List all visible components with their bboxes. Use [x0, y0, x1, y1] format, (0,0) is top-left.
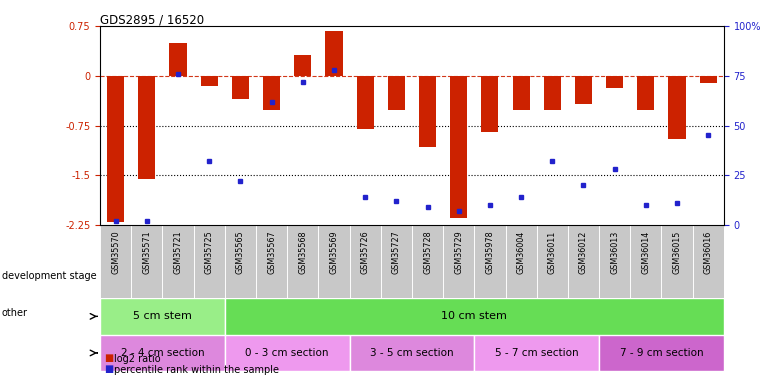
Text: GSM36004: GSM36004 [517, 231, 526, 274]
Bar [350, 225, 380, 298]
Text: ■: ■ [104, 353, 113, 363]
Bar [380, 225, 412, 298]
Bar [544, 76, 561, 110]
Text: 5 cm stem: 5 cm stem [133, 311, 192, 321]
Bar [350, 334, 474, 371]
Text: GSM35567: GSM35567 [267, 231, 276, 274]
Bar [419, 76, 436, 147]
Bar [194, 225, 225, 298]
Text: GSM35728: GSM35728 [423, 231, 432, 274]
Bar [139, 76, 156, 178]
Text: GSM36015: GSM36015 [672, 231, 681, 274]
Bar [100, 225, 131, 298]
Bar [505, 225, 537, 298]
Text: GSM35725: GSM35725 [205, 231, 214, 274]
Bar [326, 31, 343, 76]
Text: GSM36012: GSM36012 [579, 231, 588, 274]
Text: GSM36014: GSM36014 [641, 231, 651, 274]
Text: GSM35721: GSM35721 [173, 231, 182, 274]
Bar [225, 334, 350, 371]
Bar [481, 76, 498, 132]
Text: other: other [2, 308, 28, 318]
Bar [599, 225, 630, 298]
Bar [357, 76, 373, 129]
Bar [450, 76, 467, 218]
Text: GSM35565: GSM35565 [236, 231, 245, 274]
Bar [412, 225, 444, 298]
Bar [225, 298, 724, 334]
Text: 5 - 7 cm section: 5 - 7 cm section [495, 348, 578, 358]
Bar [599, 334, 724, 371]
Bar [319, 225, 350, 298]
Bar [169, 43, 186, 76]
Bar [100, 334, 225, 371]
Bar [693, 225, 724, 298]
Text: log2 ratio: log2 ratio [114, 354, 161, 364]
Text: GSM36013: GSM36013 [610, 231, 619, 274]
Bar [388, 76, 405, 110]
Bar [513, 76, 530, 110]
Bar [131, 225, 162, 298]
Text: GSM36011: GSM36011 [547, 231, 557, 274]
Text: GSM35727: GSM35727 [392, 231, 401, 274]
Bar [100, 298, 225, 334]
Text: GSM36016: GSM36016 [704, 231, 713, 274]
Bar [263, 76, 280, 110]
Text: development stage: development stage [2, 271, 96, 280]
Text: GSM35726: GSM35726 [360, 231, 370, 274]
Text: GSM35570: GSM35570 [111, 231, 120, 274]
Bar [668, 76, 685, 139]
Bar [700, 76, 717, 82]
Bar [256, 225, 287, 298]
Text: GSM35568: GSM35568 [298, 231, 307, 274]
Bar [630, 225, 661, 298]
Text: 0 - 3 cm section: 0 - 3 cm section [246, 348, 329, 358]
Bar [537, 225, 568, 298]
Bar [444, 225, 474, 298]
Bar [661, 225, 692, 298]
Text: ■: ■ [104, 364, 113, 374]
Text: 10 cm stem: 10 cm stem [441, 311, 507, 321]
Bar [474, 225, 505, 298]
Bar [107, 76, 124, 222]
Text: 2 - 4 cm section: 2 - 4 cm section [121, 348, 204, 358]
Text: GDS2895 / 16520: GDS2895 / 16520 [100, 13, 204, 26]
Text: 7 - 9 cm section: 7 - 9 cm section [620, 348, 703, 358]
Bar [474, 334, 599, 371]
Bar [287, 225, 319, 298]
Text: GSM35569: GSM35569 [330, 231, 339, 274]
Bar [606, 76, 623, 88]
Bar [568, 225, 599, 298]
Text: 3 - 5 cm section: 3 - 5 cm section [370, 348, 454, 358]
Bar [225, 225, 256, 298]
Bar [201, 76, 218, 86]
Bar [294, 55, 311, 76]
Bar [638, 76, 654, 110]
Bar [575, 76, 592, 104]
Bar [232, 76, 249, 99]
Text: GSM35571: GSM35571 [142, 231, 152, 274]
Text: percentile rank within the sample: percentile rank within the sample [114, 365, 279, 375]
Bar [162, 225, 194, 298]
Text: GSM35978: GSM35978 [485, 231, 494, 274]
Text: GSM35729: GSM35729 [454, 231, 464, 274]
